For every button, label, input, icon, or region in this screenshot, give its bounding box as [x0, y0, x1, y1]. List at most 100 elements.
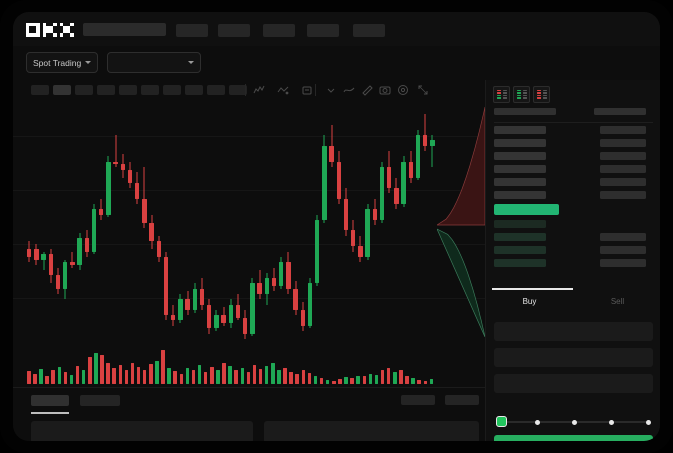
amount-slider[interactable] — [496, 416, 651, 427]
orderbook-mode-bids[interactable] — [513, 86, 530, 103]
tab-sell[interactable]: Sell — [610, 296, 625, 306]
candle — [358, 102, 363, 351]
template-icon[interactable] — [301, 84, 313, 96]
candle — [70, 102, 75, 351]
interval-button-1[interactable] — [31, 85, 49, 95]
interval-button-5[interactable] — [119, 85, 137, 95]
nav-item-3[interactable] — [263, 24, 295, 37]
orderbook-bid-price[interactable] — [494, 246, 546, 254]
order-row-1[interactable] — [31, 421, 253, 441]
interval-button-6[interactable] — [141, 85, 159, 95]
price-field[interactable] — [494, 322, 653, 341]
nav-search[interactable] — [83, 23, 166, 36]
orderbook-ask-price[interactable] — [494, 191, 546, 199]
orderbook-ask-amount[interactable] — [600, 191, 646, 199]
orderbook-ask-amount[interactable] — [600, 152, 646, 160]
orderbook-ask-price[interactable] — [494, 165, 546, 173]
volume-bar — [313, 375, 318, 384]
volume-bar — [350, 378, 354, 384]
nav-item-4[interactable] — [307, 24, 339, 37]
candle — [379, 102, 385, 351]
candle — [264, 102, 269, 351]
indicator-icon[interactable] — [253, 84, 265, 96]
volume-bar — [185, 367, 190, 384]
orderbook-bid-amount[interactable] — [600, 259, 646, 267]
candle — [329, 102, 334, 351]
fullscreen-icon[interactable] — [417, 84, 429, 96]
volume-bar — [228, 366, 232, 384]
candle — [430, 102, 435, 351]
orderbook-ask-amount[interactable] — [600, 165, 646, 173]
volume-bar — [283, 367, 287, 384]
interval-button-8[interactable] — [185, 85, 203, 95]
pair-select-dropdown[interactable] — [107, 52, 201, 73]
candle — [228, 102, 233, 351]
amount-field[interactable] — [494, 348, 653, 367]
volume-bar — [142, 369, 147, 384]
bottom-action-2[interactable] — [445, 395, 479, 405]
orderbook-ask-price[interactable] — [494, 139, 546, 147]
interval-button-9[interactable] — [207, 85, 225, 95]
orderbook-bid-price[interactable] — [494, 259, 546, 267]
line-tool-icon[interactable] — [343, 84, 355, 96]
slider-stop-25[interactable] — [534, 419, 540, 425]
candle — [163, 102, 169, 351]
interval-button-7[interactable] — [163, 85, 181, 95]
order-row-2[interactable] — [264, 421, 479, 441]
volume-bar — [155, 361, 159, 384]
nav-item-1[interactable] — [176, 24, 208, 37]
orderbook-header-price — [494, 108, 556, 115]
slider-stop-50[interactable] — [571, 419, 577, 425]
orderbook-bid-price[interactable] — [494, 233, 546, 241]
submit-order-button[interactable] — [494, 435, 653, 441]
orderbook-ask-price[interactable] — [494, 178, 546, 186]
candle — [387, 102, 392, 351]
trading-mode-dropdown[interactable]: Spot Trading — [26, 52, 98, 73]
candle — [171, 102, 176, 351]
tab-order-history[interactable] — [80, 395, 120, 406]
slider-stop-75[interactable] — [608, 419, 614, 425]
volume-bar — [45, 375, 49, 384]
volume-bar — [149, 364, 153, 384]
orderbook-bid-price[interactable] — [494, 220, 546, 228]
slider-stop-100[interactable] — [645, 419, 651, 425]
interval-button-2[interactable] — [53, 85, 71, 95]
order-form-tabs: Buy Sell — [486, 288, 660, 314]
candle — [113, 102, 118, 351]
orderbook-mode-both[interactable] — [493, 86, 510, 103]
volume-bar — [295, 373, 299, 384]
bottom-action-1[interactable] — [401, 395, 435, 405]
volume-pane — [13, 338, 485, 384]
nav-item-5[interactable] — [353, 24, 385, 37]
candle — [343, 102, 349, 351]
candle — [149, 102, 154, 351]
volume-bar — [362, 376, 367, 384]
orderbook-bid-amount[interactable] — [600, 233, 646, 241]
orderbook-bid-amount[interactable] — [600, 246, 646, 254]
candle — [279, 102, 284, 351]
interval-button-10[interactable] — [229, 85, 247, 95]
total-field[interactable] — [494, 374, 653, 393]
candle — [293, 102, 298, 351]
okx-logo[interactable] — [26, 23, 74, 37]
orderbook-ask-amount[interactable] — [600, 139, 646, 147]
candle — [178, 102, 183, 351]
candlestick-chart[interactable] — [13, 102, 485, 387]
interval-button-3[interactable] — [75, 85, 93, 95]
tab-open-orders[interactable] — [31, 395, 69, 406]
alert-icon[interactable] — [397, 84, 409, 96]
slider-handle[interactable] — [496, 416, 507, 427]
camera-icon[interactable] — [379, 84, 391, 96]
ruler-icon[interactable] — [361, 84, 373, 96]
orderbook-ask-amount[interactable] — [600, 126, 646, 134]
candle — [243, 102, 248, 351]
orderbook-ask-price[interactable] — [494, 152, 546, 160]
orderbook-mode-asks[interactable] — [533, 86, 550, 103]
compare-icon[interactable] — [277, 84, 289, 96]
nav-item-2[interactable] — [218, 24, 250, 37]
settings-chevron-icon[interactable] — [325, 84, 337, 96]
orderbook-ask-amount[interactable] — [600, 178, 646, 186]
interval-button-4[interactable] — [97, 85, 115, 95]
orderbook-ask-price[interactable] — [494, 126, 546, 134]
tab-buy[interactable]: Buy — [522, 296, 537, 306]
